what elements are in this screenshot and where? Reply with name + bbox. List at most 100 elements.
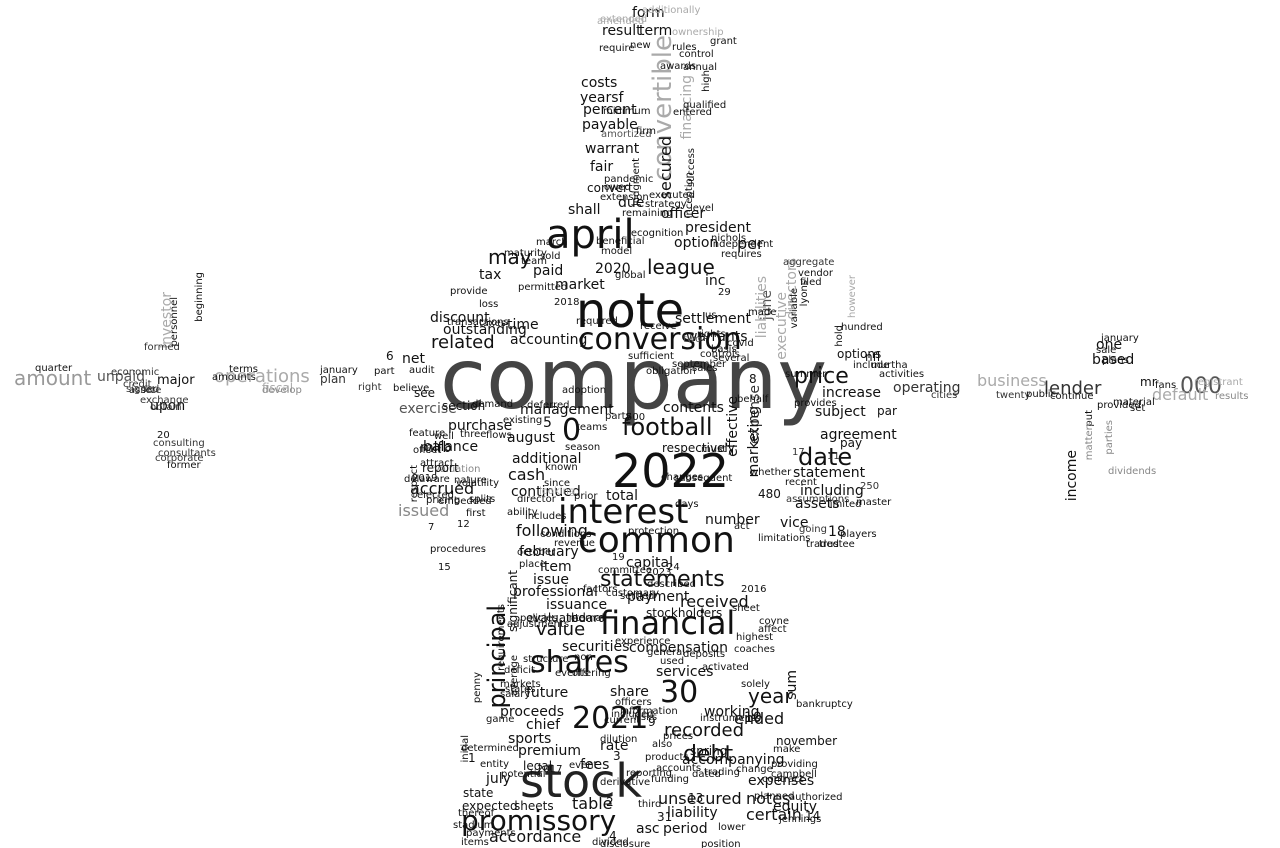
word-amortized: amortized	[601, 129, 652, 140]
word-coyne: coyne	[759, 616, 790, 627]
word-stockholders: stockholders	[646, 606, 723, 620]
word-april: april	[546, 212, 635, 258]
word-dated: dated	[692, 769, 721, 780]
word-value: value	[536, 619, 586, 640]
word-amount: amount	[14, 366, 92, 390]
word-days: days	[675, 499, 699, 510]
word-issuance: issuance	[546, 597, 608, 613]
word-7: 7	[428, 522, 435, 533]
word-convert: convert	[587, 181, 633, 195]
word-contents: contents	[663, 400, 724, 416]
word-registrant: registrant	[1194, 377, 1243, 388]
word-based: based	[1092, 352, 1135, 368]
word-financial: financial	[600, 604, 736, 642]
word-future: future	[526, 685, 569, 701]
word-going: going	[799, 524, 827, 535]
word-pay: pay	[840, 436, 863, 450]
word-promissory: promissory	[461, 804, 617, 837]
word-limitations: limitations	[758, 533, 811, 544]
word-events: events	[555, 668, 589, 679]
word-offering: offering	[572, 668, 611, 679]
word-jennings: jennings	[779, 814, 822, 825]
word-business: business	[977, 371, 1047, 390]
word-certain: certain	[746, 805, 802, 824]
word-per: per	[737, 234, 764, 253]
word-provide: provide	[450, 286, 488, 297]
word-ability: ability	[507, 507, 538, 518]
word-11: 11	[827, 451, 840, 462]
word-strategy: strategy	[645, 199, 687, 210]
word-accounting: accounting	[510, 332, 588, 348]
word-9: 9	[648, 715, 656, 729]
word-awards: awards	[660, 61, 696, 72]
word-delaware: delaware	[404, 474, 450, 485]
word-football: football	[622, 413, 713, 441]
word-15: 15	[438, 562, 451, 573]
word-following: following	[516, 521, 588, 540]
word-also: also	[652, 739, 673, 750]
word-three: three	[460, 429, 487, 440]
word-players: players	[840, 529, 877, 540]
word-report: report	[422, 461, 459, 475]
word-matters: matters	[1084, 421, 1095, 461]
word-executed: executed	[649, 190, 695, 201]
word-500: 500	[626, 412, 646, 423]
word-teams: teams	[576, 422, 608, 433]
word-providing: providing	[771, 759, 818, 770]
word-variable: variable	[789, 288, 800, 329]
word-equity: equity	[773, 799, 818, 815]
word-terms: terms	[229, 364, 258, 375]
word-revenue: revenue	[554, 538, 595, 549]
word-annual: annual	[683, 62, 718, 73]
word-obtain: obtain	[150, 402, 182, 413]
word-table: table	[572, 794, 613, 813]
word-includes: includes	[525, 511, 567, 522]
word-covid: covid	[727, 338, 754, 349]
word-recognition: recognition	[627, 228, 684, 239]
word-market: market	[555, 277, 605, 293]
word-company: company	[440, 330, 828, 428]
word-factors: factors	[583, 584, 618, 595]
word-30: 30	[660, 675, 699, 710]
word-risks: risks	[634, 712, 658, 723]
word-warrants: warrants	[686, 329, 748, 345]
word-2016: 2016	[741, 584, 767, 595]
word-several: several	[713, 353, 750, 364]
word-total: total	[606, 488, 639, 504]
word-limited: limited	[827, 499, 862, 510]
word-firm: firm	[636, 126, 656, 137]
word-require: require	[599, 43, 635, 54]
word-subsequent: subsequent	[674, 473, 733, 484]
word-sale: sale	[1096, 345, 1117, 356]
word-one: one	[1096, 337, 1123, 353]
word-july: july	[486, 771, 511, 787]
word-due: due	[618, 195, 645, 211]
word-upon: upon	[150, 398, 186, 414]
word-well: well	[434, 431, 454, 442]
word-respectively: respectively	[662, 441, 735, 455]
word-accordance: accordance	[489, 827, 582, 846]
word-cities: cities	[931, 390, 958, 401]
word-issue: issue	[533, 572, 569, 588]
word-must: must	[701, 444, 727, 455]
word-6: 6	[386, 349, 394, 363]
word-net: net	[402, 351, 425, 367]
word-14: 14	[805, 809, 821, 823]
word-subject: subject	[815, 404, 866, 420]
word-sports: sports	[508, 731, 552, 747]
word-february: february	[519, 544, 579, 560]
word-dividends: dividends	[1108, 466, 1157, 477]
word-nature: nature	[454, 475, 487, 486]
word-whether: whether	[750, 467, 792, 478]
word-valuation: valuation	[434, 464, 481, 475]
word-proceeds: proceeds	[500, 704, 565, 720]
word-notes: notes	[746, 789, 791, 808]
word-credit: credit	[123, 379, 152, 390]
word-activated: activated	[702, 662, 749, 673]
word-interest: interest	[558, 492, 689, 532]
word-amended: amended	[597, 16, 645, 27]
word-ended: ended	[734, 709, 785, 728]
word-january: january	[1101, 333, 1139, 344]
word-5: 5	[543, 415, 552, 431]
